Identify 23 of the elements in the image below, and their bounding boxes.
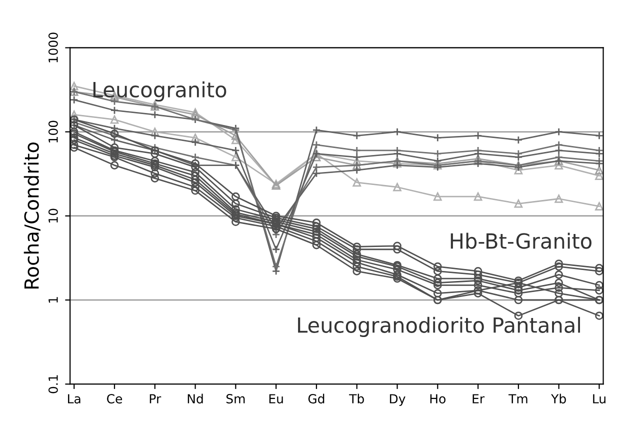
y-axis-title: Rocha/Condrito <box>24 142 40 289</box>
x-tick-label: Gd <box>308 394 324 404</box>
x-tick-label: Er <box>472 394 485 404</box>
x-tick-label: Pr <box>150 394 162 404</box>
annotation: Hb-Bt-Granito <box>450 232 592 249</box>
x-tick-label: Tm <box>508 394 528 404</box>
x-tick-label: Ho <box>430 394 446 404</box>
x-tick-label: Dy <box>390 394 406 406</box>
x-tick-label: Lu <box>593 394 606 404</box>
y-tick-label: 0.1 <box>48 375 58 394</box>
x-tick-label: Nd <box>188 394 203 404</box>
x-tick-label: La <box>68 394 80 404</box>
x-tick-label: Yb <box>551 394 566 404</box>
x-tick-label: Ce <box>106 394 122 404</box>
x-tick-label: Eu <box>269 394 283 404</box>
y-tick-label: 1 <box>48 297 58 303</box>
x-tick-label: Tb <box>349 394 364 404</box>
annotation: Leucogranito <box>93 81 226 102</box>
annotation: Leucogranodiorito Pantanal <box>298 316 580 337</box>
y-tick-label: 100 <box>48 120 58 142</box>
x-tick-label: Sm <box>226 394 245 404</box>
y-tick-label: 1000 <box>48 32 58 62</box>
y-tick-label: 10 <box>48 208 58 222</box>
